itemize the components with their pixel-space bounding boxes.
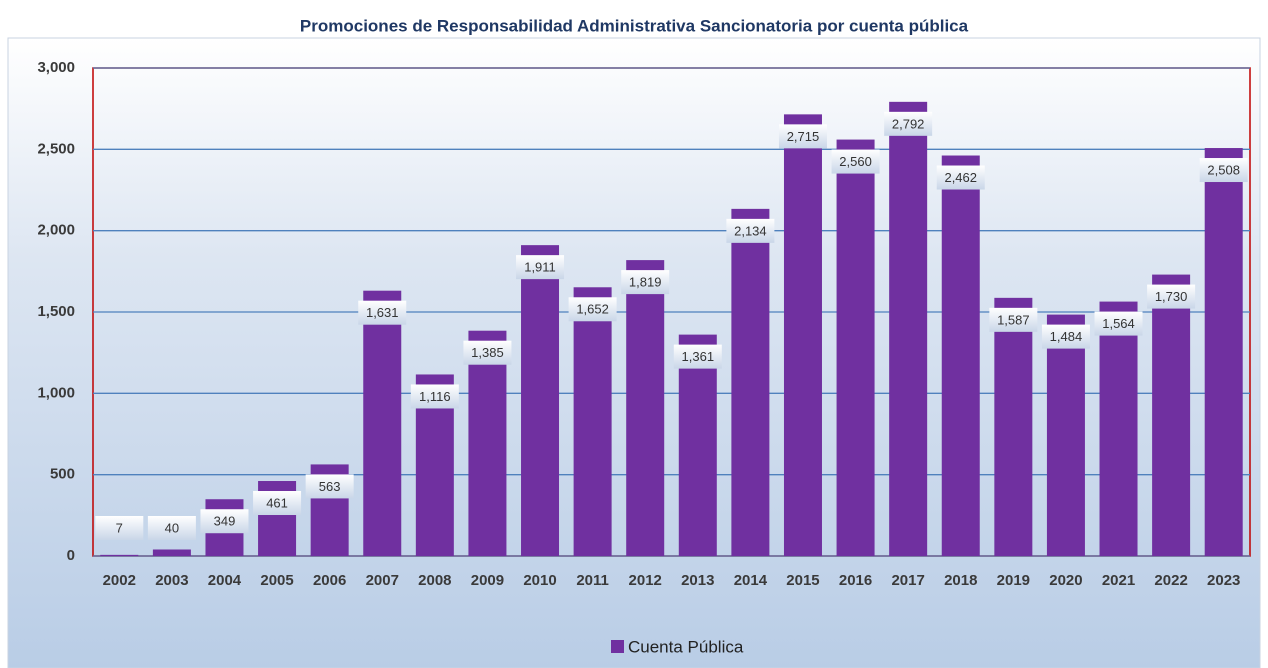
y-tick-label: 1,500: [37, 303, 75, 320]
bar: [626, 260, 665, 556]
value-label-box: [936, 165, 985, 190]
y-tick-label: 1,000: [37, 384, 75, 401]
bar: [100, 554, 139, 556]
bar: [1099, 301, 1138, 556]
x-tick-label: 2003: [155, 572, 188, 589]
value-label-box: [989, 307, 1038, 332]
value-label: 1,587: [997, 312, 1030, 327]
value-label-box: [1041, 324, 1090, 349]
x-tick-label: 2021: [1102, 572, 1135, 589]
x-tick-label: 2002: [103, 572, 136, 589]
y-tick-label: 0: [67, 547, 75, 564]
bar: [1046, 314, 1085, 556]
value-label-box: [200, 509, 249, 534]
bar: [363, 290, 402, 556]
value-label: 1,819: [629, 275, 662, 290]
value-label: 2,462: [944, 170, 977, 185]
x-tick-label: 2009: [471, 572, 504, 589]
value-label: 1,385: [471, 345, 504, 360]
value-label-box: [358, 300, 407, 325]
x-tick-label: 2008: [418, 572, 451, 589]
x-tick-label: 2020: [1049, 572, 1082, 589]
value-label-box: [568, 297, 617, 322]
value-label-box: [831, 149, 880, 174]
x-tick-label: 2023: [1207, 572, 1240, 589]
bar: [889, 101, 928, 557]
value-label-box: [410, 384, 459, 409]
x-tick-label: 2010: [523, 572, 556, 589]
value-label: 2,134: [734, 223, 767, 238]
value-label-box: [463, 340, 512, 365]
bar: [994, 297, 1033, 556]
bar: [468, 330, 507, 556]
x-tick-label: 2011: [576, 572, 609, 589]
x-tick-label: 2018: [944, 572, 977, 589]
value-label: 1,730: [1155, 289, 1188, 304]
bar: [836, 139, 875, 556]
y-tick-label: 2,000: [37, 222, 75, 239]
x-tick-label: 2013: [681, 572, 714, 589]
bar: [573, 287, 612, 556]
value-label: 1,116: [419, 389, 451, 404]
y-tick-label: 3,000: [37, 59, 75, 76]
value-label: 563: [319, 479, 341, 494]
value-label-box: [95, 516, 144, 540]
value-label: 2,560: [839, 154, 872, 169]
value-label-box: [726, 218, 775, 243]
value-label-box: [1094, 311, 1143, 336]
legend-label: Cuenta Pública: [628, 637, 744, 656]
x-tick-label: 2006: [313, 572, 346, 589]
bar: [678, 334, 717, 556]
value-label-box: [516, 255, 565, 280]
value-label: 349: [214, 514, 236, 529]
value-label: 1,652: [576, 302, 609, 317]
value-label: 2,715: [787, 129, 820, 144]
value-label: 1,564: [1102, 316, 1135, 331]
value-label: 7: [116, 520, 123, 535]
x-tick-label: 2014: [734, 572, 768, 589]
value-label-box: [1199, 158, 1248, 183]
bar: [941, 155, 980, 557]
bar: [1204, 148, 1243, 557]
value-label: 1,911: [524, 260, 556, 275]
value-label-box: [305, 474, 354, 499]
value-label-box: [253, 491, 302, 516]
value-label: 1,361: [682, 349, 715, 364]
value-label-box: [147, 516, 196, 540]
bar: [152, 549, 191, 556]
value-label-box: [778, 124, 827, 149]
x-tick-label: 2022: [1154, 572, 1187, 589]
x-tick-label: 2016: [839, 572, 872, 589]
value-label: 461: [266, 495, 288, 510]
x-tick-label: 2019: [997, 572, 1030, 589]
x-tick-label: 2017: [891, 572, 924, 589]
y-tick-label: 500: [50, 466, 75, 483]
bar: [731, 208, 770, 557]
y-tick-label: 2,500: [37, 140, 75, 157]
bar: [783, 114, 822, 557]
legend-swatch: [611, 640, 624, 653]
chart-title: Promociones de Responsabilidad Administr…: [300, 16, 969, 35]
value-label-box: [884, 111, 933, 136]
value-label-box: [673, 344, 722, 369]
value-label-box: [621, 270, 670, 295]
x-tick-label: 2015: [786, 572, 819, 589]
x-tick-label: 2012: [629, 572, 662, 589]
x-tick-label: 2005: [260, 572, 293, 589]
value-label: 2,508: [1207, 162, 1240, 177]
value-label: 1,484: [1050, 329, 1083, 344]
value-label: 2,792: [892, 116, 925, 131]
x-tick-label: 2004: [208, 572, 242, 589]
value-label: 40: [165, 520, 179, 535]
value-label: 1,631: [366, 305, 399, 320]
bar: [1152, 274, 1191, 556]
value-label-box: [1147, 284, 1196, 309]
bar: [521, 245, 560, 557]
x-tick-label: 2007: [366, 572, 399, 589]
